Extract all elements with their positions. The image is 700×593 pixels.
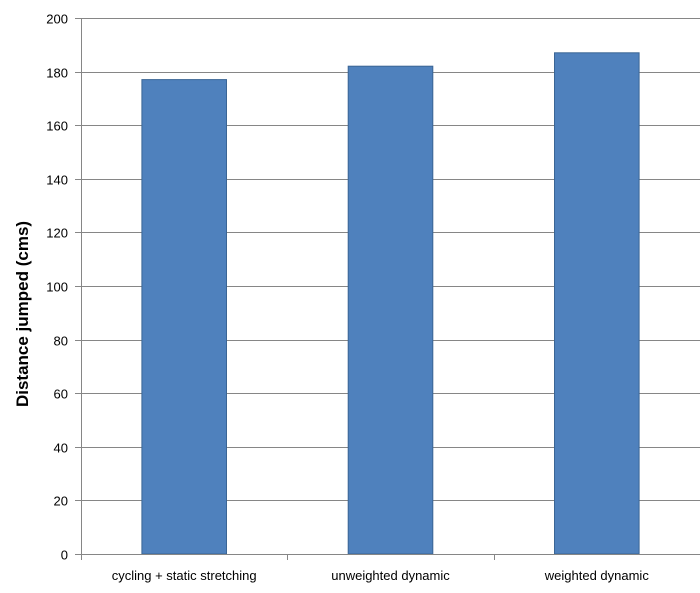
y-axis-title: Distance jumped (cms) bbox=[13, 221, 32, 407]
x-category-label: cycling + static stretching bbox=[112, 568, 257, 583]
y-tick-label: 140 bbox=[46, 173, 68, 188]
x-category-label: unweighted dynamic bbox=[331, 568, 450, 583]
y-tick-label: 60 bbox=[54, 387, 68, 402]
bars bbox=[141, 52, 640, 555]
x-category-labels: cycling + static stretching unweighted dy… bbox=[112, 568, 650, 583]
y-tick-label: 80 bbox=[54, 334, 68, 349]
y-tick-label: 200 bbox=[46, 12, 68, 27]
x-category-label: weighted dynamic bbox=[544, 568, 650, 583]
bar bbox=[554, 52, 640, 555]
bar bbox=[347, 65, 434, 555]
axes bbox=[75, 18, 700, 560]
y-tick-label: 0 bbox=[61, 548, 68, 563]
y-tick-label: 120 bbox=[46, 226, 68, 241]
bar bbox=[141, 79, 227, 555]
y-tick-label: 180 bbox=[46, 66, 68, 81]
y-tick-label: 40 bbox=[54, 441, 68, 456]
y-tick-label: 20 bbox=[54, 494, 68, 509]
y-tick-labels: 0 20 40 60 80 100 120 140 160 180 200 bbox=[46, 12, 68, 563]
y-tick-label: 160 bbox=[46, 119, 68, 134]
y-tick-label: 100 bbox=[46, 280, 68, 295]
